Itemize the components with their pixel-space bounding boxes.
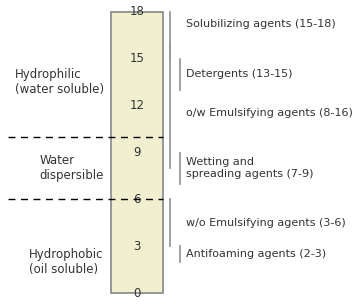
Text: Water
dispersible: Water dispersible xyxy=(39,154,103,182)
Text: Antifoaming agents (2-3): Antifoaming agents (2-3) xyxy=(187,249,327,259)
Text: Hydrophobic
(oil soluble): Hydrophobic (oil soluble) xyxy=(29,248,103,276)
Text: 18: 18 xyxy=(130,5,145,18)
Text: 0: 0 xyxy=(134,287,141,300)
Bar xyxy=(112,12,163,293)
Text: 12: 12 xyxy=(130,99,145,112)
Text: 6: 6 xyxy=(133,193,141,206)
Text: Wetting and
spreading agents (7-9): Wetting and spreading agents (7-9) xyxy=(187,157,314,179)
Text: Solubilizing agents (15-18): Solubilizing agents (15-18) xyxy=(187,19,336,29)
Text: Detergents (13-15): Detergents (13-15) xyxy=(187,69,293,79)
Text: 15: 15 xyxy=(130,52,145,65)
Text: 3: 3 xyxy=(134,240,141,253)
Text: o/w Emulsifying agents (8-16): o/w Emulsifying agents (8-16) xyxy=(187,108,352,118)
Text: w/o Emulsifying agents (3-6): w/o Emulsifying agents (3-6) xyxy=(187,218,346,228)
Text: Hydrophilic
(water soluble): Hydrophilic (water soluble) xyxy=(14,68,103,96)
Text: 9: 9 xyxy=(133,146,141,159)
